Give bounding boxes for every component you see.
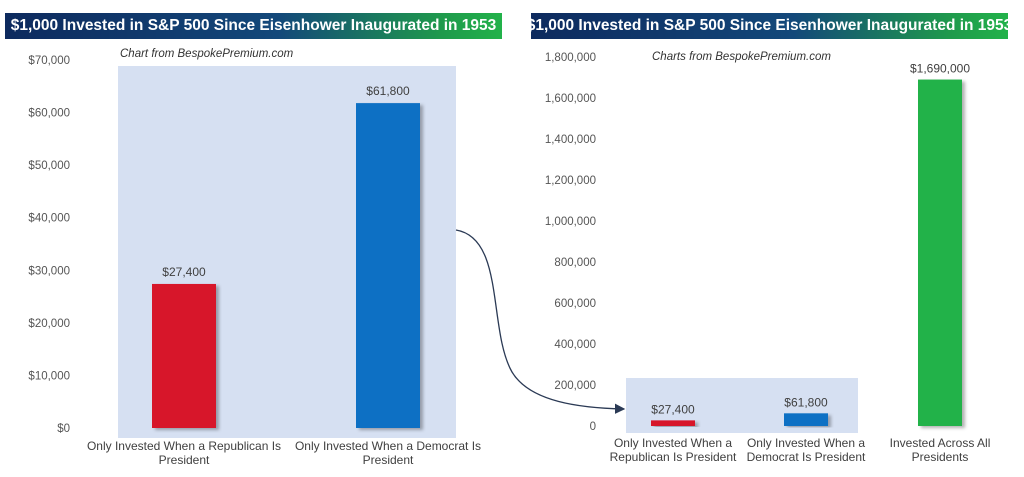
left-bar xyxy=(356,103,420,428)
left-ytick-label: $0 xyxy=(57,423,70,435)
right-ytick-label: 1,000,000 xyxy=(545,216,596,228)
left-chart-credit: Chart from BespokePremium.com xyxy=(120,48,294,60)
right-ytick-label: 1,400,000 xyxy=(545,134,596,146)
right-category-label: Only Invested When a xyxy=(747,436,865,450)
right-ytick-label: 600,000 xyxy=(554,298,596,310)
left-ytick-label: $70,000 xyxy=(28,55,70,67)
left-bar xyxy=(152,283,216,428)
right-data-label: $61,800 xyxy=(784,395,828,409)
right-category-label: Invested Across All xyxy=(890,436,991,450)
right-category-label: Only Invested When a xyxy=(614,436,732,450)
right-ytick-label: 1,800,000 xyxy=(545,52,596,64)
left-chart-title: $1,000 Invested in S&P 500 Since Eisenho… xyxy=(5,13,502,39)
right-ytick-label: 800,000 xyxy=(554,257,596,269)
right-data-label: $27,400 xyxy=(651,402,695,416)
left-data-label: $61,800 xyxy=(366,84,410,98)
left-category-label: Only Invested When a Democrat Is xyxy=(295,439,481,453)
right-chart-title: $1,000 Invested in S&P 500 Since Eisenho… xyxy=(527,13,1012,39)
right-data-label: $1,690,000 xyxy=(910,62,970,76)
left-category-label: Only Invested When a Republican Is xyxy=(87,439,281,453)
left-ytick-label: $10,000 xyxy=(28,370,70,382)
right-ytick-label: 200,000 xyxy=(554,380,596,392)
right-category-label: Democrat Is President xyxy=(747,450,866,464)
right-chart-credit: Charts from BespokePremium.com xyxy=(652,51,831,63)
right-bar xyxy=(784,413,828,426)
right-bar xyxy=(651,420,695,426)
right-category-label: Republican Is President xyxy=(610,450,737,464)
left-ytick-label: $60,000 xyxy=(28,108,70,120)
left-ytick-label: $40,000 xyxy=(28,213,70,225)
right-bar xyxy=(918,79,962,427)
right-ytick-label: 0 xyxy=(590,421,596,433)
left-ytick-label: $50,000 xyxy=(28,160,70,172)
left-ytick-label: $20,000 xyxy=(28,318,70,330)
right-ytick-label: 400,000 xyxy=(554,339,596,351)
right-ytick-label: 1,600,000 xyxy=(545,93,596,105)
left-category-label: President xyxy=(363,453,414,467)
left-ytick-label: $30,000 xyxy=(28,265,70,277)
right-category-label: Presidents xyxy=(912,450,969,464)
right-ytick-label: 1,200,000 xyxy=(545,175,596,187)
connector-arrow xyxy=(455,229,626,414)
left-category-label: President xyxy=(159,453,210,467)
left-data-label: $27,400 xyxy=(162,265,206,279)
